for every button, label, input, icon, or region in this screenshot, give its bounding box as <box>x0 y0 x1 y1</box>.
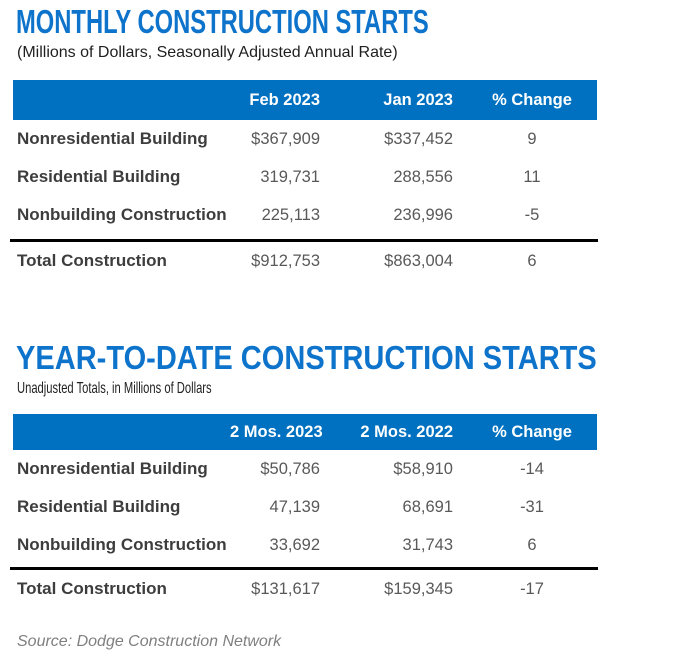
total-separator-line <box>10 239 598 242</box>
table-row-nonbuilding: Nonbuilding Construction 33,692 31,743 6 <box>13 526 597 564</box>
row-value-2022: 68,691 <box>402 497 453 516</box>
row-value-2022: 31,743 <box>402 535 453 554</box>
row-label: Residential Building <box>17 167 181 186</box>
column-header-2mos-2023: 2 Mos. 2023 <box>230 422 323 441</box>
total-value-feb: $912,753 <box>251 251 320 270</box>
row-label: Nonbuilding Construction <box>17 205 227 224</box>
row-value-pct: 11 <box>523 167 541 186</box>
monthly-title: MONTHLY CONSTRUCTION STARTS <box>16 3 429 40</box>
column-header-2mos-2022: 2 Mos. 2022 <box>360 422 453 441</box>
monthly-starts-section: MONTHLY CONSTRUCTION STARTS (Millions of… <box>0 5 675 280</box>
monthly-subtitle: (Millions of Dollars, Seasonally Adjuste… <box>17 44 398 61</box>
table-total-row: Total Construction $912,753 $863,004 6 <box>13 242 597 280</box>
table-row-residential: Residential Building 319,731 288,556 11 <box>13 158 597 196</box>
column-header-pct-change: % Change <box>492 422 572 441</box>
row-value-pct: 6 <box>527 535 537 554</box>
ytd-starts-section: YEAR-TO-DATE CONSTRUCTION STARTS Unadjus… <box>0 341 675 608</box>
table-row-nonresidential: Nonresidential Building $367,909 $337,45… <box>13 120 597 158</box>
row-label: Nonbuilding Construction <box>17 535 227 554</box>
total-value-jan: $863,004 <box>384 251 453 270</box>
row-label: Residential Building <box>17 497 181 516</box>
monthly-header-row: Feb 2023 Jan 2023 % Change <box>13 80 597 120</box>
ytd-subtitle: Unadjusted Totals, in Millions of Dollar… <box>17 380 212 397</box>
row-label: Nonresidential Building <box>17 129 208 148</box>
row-value-pct: -14 <box>520 459 544 478</box>
table-total-row: Total Construction $131,617 $159,345 -17 <box>13 570 597 608</box>
row-value-2023: 33,692 <box>269 535 320 554</box>
column-header-jan-2023: Jan 2023 <box>383 90 453 109</box>
total-value-pct: 6 <box>527 251 537 270</box>
column-header-feb-2023: Feb 2023 <box>249 90 320 109</box>
row-value-pct: -31 <box>520 497 544 516</box>
row-value-2023: $50,786 <box>260 459 320 478</box>
table-row-residential: Residential Building 47,139 68,691 -31 <box>13 488 597 526</box>
row-value-jan: 288,556 <box>393 167 453 186</box>
ytd-title: YEAR-TO-DATE CONSTRUCTION STARTS <box>16 339 597 376</box>
row-value-feb: 225,113 <box>261 205 320 224</box>
total-label: Total Construction <box>17 579 167 598</box>
row-value-jan: 236,996 <box>393 205 453 224</box>
row-value-2023: 47,139 <box>269 497 320 516</box>
row-value-pct: -5 <box>524 205 540 224</box>
total-separator-line <box>10 567 598 570</box>
row-value-2022: $58,910 <box>393 459 453 478</box>
row-value-pct: 9 <box>527 129 537 148</box>
total-label: Total Construction <box>17 251 167 270</box>
column-header-pct-change: % Change <box>492 90 572 109</box>
source-attribution: Source: Dodge Construction Network <box>17 633 282 650</box>
row-label: Nonresidential Building <box>17 459 208 478</box>
total-value-pct: -17 <box>520 579 544 598</box>
table-row-nonresidential: Nonresidential Building $50,786 $58,910 … <box>13 450 597 488</box>
ytd-header-row: 2 Mos. 2023 2 Mos. 2022 % Change <box>13 414 597 450</box>
table-row-nonbuilding: Nonbuilding Construction 225,113 236,996… <box>13 196 597 234</box>
total-value-2023: $131,617 <box>251 579 320 598</box>
row-value-feb: $367,909 <box>251 129 320 148</box>
total-value-2022: $159,345 <box>384 579 453 598</box>
row-value-jan: $337,452 <box>384 129 453 148</box>
row-value-feb: 319,731 <box>260 167 320 186</box>
